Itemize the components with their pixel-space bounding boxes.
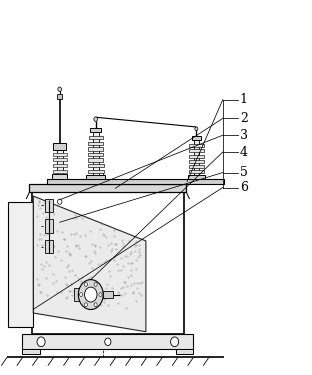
Circle shape — [94, 303, 97, 306]
Bar — [192, 136, 201, 140]
Bar — [93, 132, 99, 175]
Circle shape — [85, 287, 97, 302]
Bar — [189, 160, 204, 163]
Circle shape — [94, 283, 97, 286]
Bar — [176, 348, 193, 354]
Bar — [90, 128, 101, 132]
Circle shape — [58, 87, 61, 92]
Text: 6: 6 — [240, 181, 248, 194]
Bar — [53, 158, 66, 161]
Bar — [189, 144, 204, 147]
Polygon shape — [33, 196, 146, 332]
Circle shape — [78, 280, 103, 309]
Bar — [8, 202, 33, 327]
Text: 4: 4 — [240, 146, 248, 159]
Circle shape — [94, 117, 98, 122]
Text: 3: 3 — [240, 129, 248, 142]
Bar — [189, 165, 204, 168]
Circle shape — [84, 303, 87, 306]
Bar — [89, 136, 103, 139]
Bar — [88, 170, 104, 173]
Bar — [53, 170, 66, 172]
Circle shape — [105, 338, 111, 345]
Bar — [88, 158, 104, 162]
Bar — [189, 149, 204, 152]
Bar — [57, 150, 62, 174]
Circle shape — [80, 293, 83, 297]
Bar — [53, 164, 66, 167]
Bar — [52, 174, 67, 179]
Circle shape — [171, 337, 179, 346]
Circle shape — [57, 199, 62, 204]
Text: 1: 1 — [240, 93, 248, 106]
Bar — [86, 175, 105, 179]
Bar — [188, 175, 205, 179]
Bar — [53, 153, 66, 156]
Circle shape — [99, 293, 102, 297]
Bar — [74, 288, 79, 301]
Circle shape — [195, 127, 198, 131]
Bar — [45, 199, 52, 212]
Bar — [22, 348, 40, 354]
Bar — [103, 291, 113, 298]
Bar — [189, 170, 204, 173]
Text: 2: 2 — [240, 112, 248, 125]
Circle shape — [37, 337, 45, 346]
Bar — [88, 141, 103, 145]
Bar — [45, 240, 52, 253]
Bar — [88, 147, 103, 150]
Bar — [57, 94, 62, 99]
Bar — [88, 153, 103, 156]
Bar — [47, 179, 224, 184]
Bar — [53, 143, 66, 150]
Circle shape — [84, 283, 87, 286]
Bar — [88, 164, 104, 167]
Bar — [193, 140, 199, 175]
Bar — [22, 334, 193, 349]
Bar — [45, 219, 52, 233]
Bar — [32, 192, 184, 334]
Bar — [29, 184, 187, 192]
Text: 5: 5 — [240, 166, 248, 179]
Bar — [189, 154, 204, 158]
